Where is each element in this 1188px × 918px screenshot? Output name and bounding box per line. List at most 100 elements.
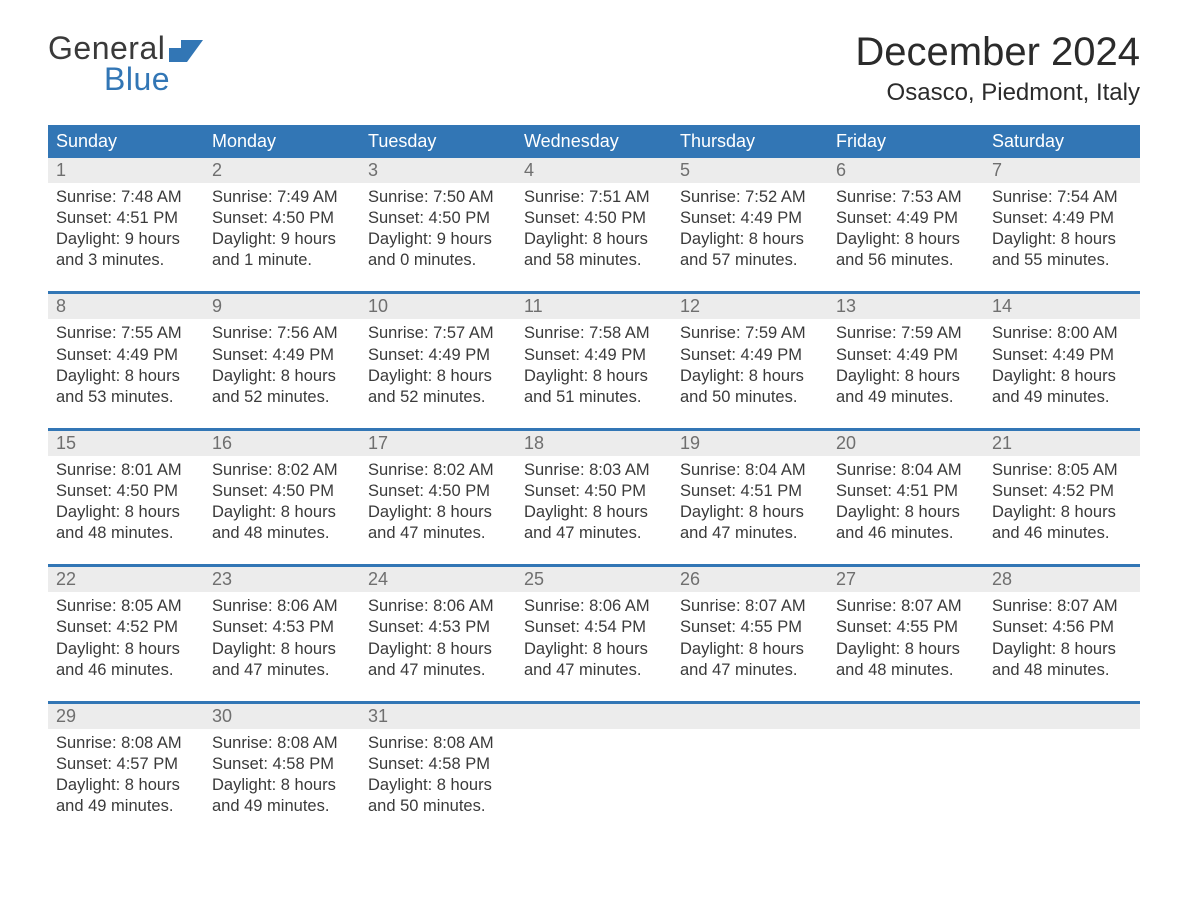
d2-text: and 0 minutes.: [368, 250, 508, 271]
day-number: 4: [516, 158, 672, 183]
sunset-text: Sunset: 4:49 PM: [836, 208, 976, 229]
sunset-text: Sunset: 4:52 PM: [56, 617, 196, 638]
location-text: Osasco, Piedmont, Italy: [855, 79, 1140, 107]
sunset-text: Sunset: 4:49 PM: [368, 345, 508, 366]
day-cell: [984, 729, 1140, 821]
day-number-row: 293031: [48, 704, 1140, 729]
day-number: 18: [516, 431, 672, 456]
day-cell: Sunrise: 7:48 AMSunset: 4:51 PMDaylight:…: [48, 183, 204, 275]
weekday-header: Sunday Monday Tuesday Wednesday Thursday…: [48, 125, 1140, 158]
day-number: 14: [984, 294, 1140, 319]
day-number: 10: [360, 294, 516, 319]
sunset-text: Sunset: 4:52 PM: [992, 481, 1132, 502]
day-number: 16: [204, 431, 360, 456]
sunset-text: Sunset: 4:49 PM: [524, 345, 664, 366]
d2-text: and 49 minutes.: [836, 387, 976, 408]
day-cell: Sunrise: 8:04 AMSunset: 4:51 PMDaylight:…: [672, 456, 828, 548]
d1-text: Daylight: 9 hours: [56, 229, 196, 250]
d2-text: and 50 minutes.: [680, 387, 820, 408]
d2-text: and 48 minutes.: [992, 660, 1132, 681]
sunset-text: Sunset: 4:53 PM: [212, 617, 352, 638]
day-cell: Sunrise: 7:50 AMSunset: 4:50 PMDaylight:…: [360, 183, 516, 275]
day-cell: Sunrise: 8:08 AMSunset: 4:58 PMDaylight:…: [360, 729, 516, 821]
d2-text: and 46 minutes.: [992, 523, 1132, 544]
sunset-text: Sunset: 4:50 PM: [56, 481, 196, 502]
d1-text: Daylight: 8 hours: [524, 639, 664, 660]
sunset-text: Sunset: 4:50 PM: [368, 481, 508, 502]
sunrise-text: Sunrise: 7:53 AM: [836, 187, 976, 208]
sunrise-text: Sunrise: 7:58 AM: [524, 323, 664, 344]
day-number: 8: [48, 294, 204, 319]
day-cell: Sunrise: 8:05 AMSunset: 4:52 PMDaylight:…: [48, 592, 204, 684]
d2-text: and 49 minutes.: [56, 796, 196, 817]
sunrise-text: Sunrise: 8:07 AM: [836, 596, 976, 617]
sunrise-text: Sunrise: 7:49 AM: [212, 187, 352, 208]
day-number-row: 1234567: [48, 158, 1140, 183]
weekday-label: Thursday: [672, 125, 828, 158]
sunset-text: Sunset: 4:49 PM: [680, 345, 820, 366]
d2-text: and 51 minutes.: [524, 387, 664, 408]
day-cell: Sunrise: 8:08 AMSunset: 4:58 PMDaylight:…: [204, 729, 360, 821]
sunrise-text: Sunrise: 8:08 AM: [56, 733, 196, 754]
sunrise-text: Sunrise: 7:51 AM: [524, 187, 664, 208]
sunset-text: Sunset: 4:57 PM: [56, 754, 196, 775]
day-number: 29: [48, 704, 204, 729]
d2-text: and 47 minutes.: [368, 660, 508, 681]
day-data-row: Sunrise: 8:05 AMSunset: 4:52 PM Daylight:…: [48, 592, 1140, 684]
day-cell: Sunrise: 8:00 AMSunset: 4:49 PMDaylight:…: [984, 319, 1140, 411]
d2-text: and 50 minutes.: [368, 796, 508, 817]
d1-text: Daylight: 8 hours: [836, 502, 976, 523]
day-number: 27: [828, 567, 984, 592]
page-title: December 2024: [855, 30, 1140, 75]
d1-text: Daylight: 8 hours: [680, 639, 820, 660]
weekday-label: Monday: [204, 125, 360, 158]
sunrise-text: Sunrise: 8:03 AM: [524, 460, 664, 481]
d1-text: Daylight: 8 hours: [992, 502, 1132, 523]
day-number: 13: [828, 294, 984, 319]
d1-text: Daylight: 8 hours: [368, 775, 508, 796]
day-cell: [516, 729, 672, 821]
sunrise-text: Sunrise: 8:01 AM: [56, 460, 196, 481]
day-cell: Sunrise: 8:07 AMSunset: 4:56 PMDaylight:…: [984, 592, 1140, 684]
sunrise-text: Sunrise: 7:55 AM: [56, 323, 196, 344]
day-number: 28: [984, 567, 1140, 592]
weekday-label: Friday: [828, 125, 984, 158]
sunset-text: Sunset: 4:49 PM: [992, 345, 1132, 366]
sunset-text: Sunset: 4:54 PM: [524, 617, 664, 638]
d2-text: and 47 minutes.: [524, 523, 664, 544]
day-data-row: Sunrise: 7:55 AM Sunset: 4:49 PM Daylight:…: [48, 319, 1140, 411]
sunrise-text: Sunrise: 7:56 AM: [212, 323, 352, 344]
sunset-text: Sunset: 4:51 PM: [680, 481, 820, 502]
sunset-text: Sunset: 4:51 PM: [836, 481, 976, 502]
day-cell: Sunrise: 8:06 AMSunset: 4:53 PMDaylight:…: [360, 592, 516, 684]
d1-text: Daylight: 8 hours: [212, 366, 352, 387]
sunrise-text: Sunrise: 8:05 AM: [56, 596, 196, 617]
day-cell: Sunrise: 8:06 AMSunset: 4:54 PMDaylight:…: [516, 592, 672, 684]
sunrise-text: Sunrise: 8:08 AM: [368, 733, 508, 754]
header: General Blue December 2024 Osasco, Piedm…: [48, 30, 1140, 107]
day-cell: Sunrise: 8:07 AMSunset: 4:55 PMDaylight:…: [828, 592, 984, 684]
day-cell: Sunrise: 7:58 AMSunset: 4:49 PMDaylight:…: [516, 319, 672, 411]
sunset-text: Sunset: 4:50 PM: [212, 481, 352, 502]
sunset-text: Sunset: 4:58 PM: [368, 754, 508, 775]
d2-text: and 47 minutes.: [368, 523, 508, 544]
day-number: 31: [360, 704, 516, 729]
day-cell: Sunrise: 7:49 AMSunset: 4:50 PMDaylight:…: [204, 183, 360, 275]
sunset-text: Sunset: 4:53 PM: [368, 617, 508, 638]
day-cell: Sunrise: 7:57 AMSunset: 4:49 PMDaylight:…: [360, 319, 516, 411]
day-cell: Sunrise: 7:56 AMSunset: 4:49 PMDaylight:…: [204, 319, 360, 411]
weekday-label: Wednesday: [516, 125, 672, 158]
day-number: 19: [672, 431, 828, 456]
sunrise-text: Sunrise: 7:48 AM: [56, 187, 196, 208]
logo: General Blue: [48, 30, 203, 98]
d1-text: Daylight: 8 hours: [680, 229, 820, 250]
day-data-row: Sunrise: 8:01 AMSunset: 4:50 PMDaylight:…: [48, 456, 1140, 548]
d2-text: and 48 minutes.: [56, 523, 196, 544]
day-number: 25: [516, 567, 672, 592]
sunrise-text: Sunrise: 8:05 AM: [992, 460, 1132, 481]
d1-text: Daylight: 8 hours: [56, 502, 196, 523]
sunrise-text: Sunrise: 7:52 AM: [680, 187, 820, 208]
d2-text: and 53 minutes.: [56, 387, 196, 408]
sunset-text: Sunset: 4:49 PM: [836, 345, 976, 366]
d1-text: Daylight: 8 hours: [368, 639, 508, 660]
